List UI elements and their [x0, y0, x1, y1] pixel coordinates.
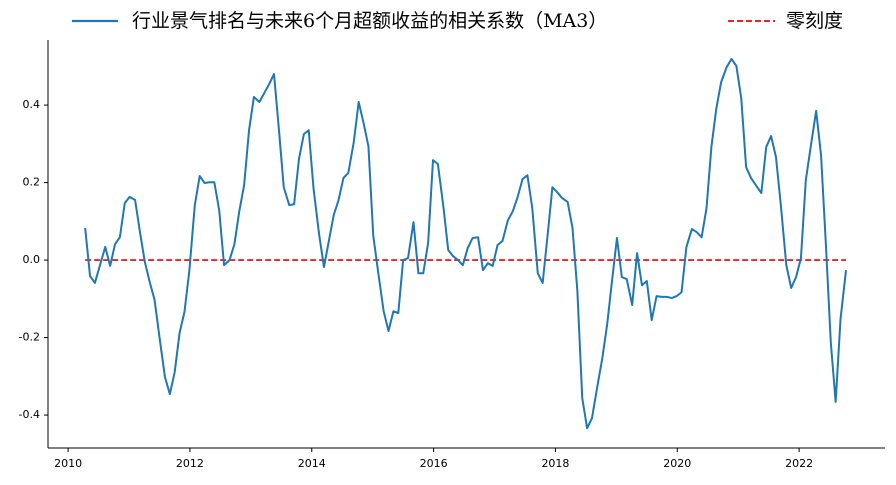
series-line — [84, 57, 848, 430]
y-tick-label: 0.2 — [23, 176, 41, 189]
y-tick-label: 0.0 — [23, 253, 41, 266]
legend-label: 行业景气排名与未来6个月超额收益的相关系数（MA3） — [132, 10, 607, 32]
x-tick-label: 2016 — [420, 457, 448, 470]
legend-label: 零刻度 — [786, 10, 843, 32]
x-tick-label: 2012 — [176, 457, 204, 470]
x-tick-label: 2018 — [541, 457, 569, 470]
x-tick-label: 2014 — [298, 457, 326, 470]
x-tick-label: 2010 — [54, 457, 82, 470]
y-tick-label: -0.2 — [19, 331, 40, 344]
x-tick-label: 2022 — [785, 457, 813, 470]
y-tick-label: -0.4 — [19, 408, 40, 421]
x-tick-label: 2020 — [663, 457, 691, 470]
y-tick-label: 0.4 — [23, 98, 41, 111]
